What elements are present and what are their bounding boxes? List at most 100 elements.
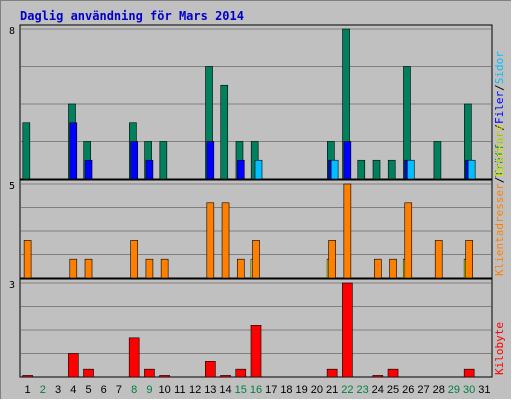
day-label-11: 11	[174, 384, 185, 396]
panel-middle: 5 Klientadresser/Besökare	[9, 124, 506, 279]
bar-klientadresser-day-21	[328, 240, 336, 279]
bar-klientadresser-day-8	[130, 240, 138, 279]
legend-middle: Klientadresser/Besökare	[493, 124, 506, 276]
bar-kilobyte-day-13	[205, 361, 216, 378]
legend-entry: Besökare	[493, 124, 506, 177]
day-label-13: 13	[204, 384, 216, 396]
series-kilobyte	[22, 282, 475, 378]
bar-sidor-day-26	[406, 159, 415, 180]
bar-sidor-day-21	[330, 159, 339, 180]
day-label-9: 9	[146, 384, 152, 396]
day-label-25: 25	[387, 384, 399, 396]
y-max-label: 3	[9, 280, 15, 291]
bar-kilobyte-day-14	[220, 375, 231, 378]
bar-kilobyte-day-25	[387, 368, 399, 378]
day-label-21: 21	[326, 384, 338, 396]
day-label-29: 29	[448, 384, 460, 396]
legend-entry: /	[493, 124, 506, 131]
day-label-27: 27	[417, 384, 429, 396]
bar-klientadresser-day-30	[465, 240, 473, 279]
day-label-31: 31	[478, 384, 490, 396]
bar-filer-day-4	[69, 122, 78, 180]
bar-klientadresser-day-24	[374, 258, 382, 279]
bar-klientadresser-day-22	[343, 183, 352, 279]
bar-klientadresser-day-9	[145, 258, 154, 279]
bar-klientadresser-day-26	[404, 202, 413, 279]
bar-sidor-day-16	[254, 159, 263, 180]
bar-sidor-day-30	[467, 159, 476, 180]
legend-entry: /	[493, 84, 506, 91]
bar-traffar-day-25	[387, 159, 396, 180]
day-label-16: 16	[250, 384, 262, 396]
legend-entry: Filer	[493, 91, 506, 124]
day-label-5: 5	[85, 384, 91, 396]
day-label-26: 26	[402, 384, 414, 396]
bar-kilobyte-day-9	[144, 368, 155, 378]
panel-bottom: 3 Kilobyte	[9, 278, 506, 378]
y-max-label: 5	[9, 181, 15, 192]
bar-kilobyte-day-10	[159, 375, 170, 378]
day-label-23: 23	[356, 384, 368, 396]
bar-traffar-day-23	[357, 159, 366, 180]
day-label-8: 8	[131, 384, 137, 396]
legend-bottom: Kilobyte	[493, 322, 506, 375]
bar-filer-day-9	[145, 159, 154, 180]
series-sidor	[254, 159, 476, 180]
legend-entry: /	[493, 177, 506, 184]
bar-filer-day-22	[343, 141, 352, 180]
day-label-3: 3	[55, 384, 61, 396]
bar-kilobyte-day-22	[342, 282, 353, 378]
day-label-22: 22	[341, 384, 353, 396]
bar-traffar-day-28	[433, 141, 442, 180]
bar-filer-day-5	[84, 159, 93, 180]
bar-klientadresser-day-15	[236, 258, 245, 279]
bar-filer-day-15	[236, 159, 245, 180]
day-label-6: 6	[101, 384, 107, 396]
panel-top: 8 Träffar/Filer/Sidor	[9, 24, 506, 180]
day-label-18: 18	[280, 384, 292, 396]
bar-klientadresser-day-14	[221, 202, 230, 279]
legend-entry: Klientadresser	[493, 183, 506, 276]
day-label-30: 30	[463, 384, 475, 396]
day-label-10: 10	[159, 384, 171, 396]
bar-traffar-day-14	[220, 84, 229, 180]
bar-kilobyte-day-5	[83, 368, 94, 378]
day-label-19: 19	[296, 384, 308, 396]
bar-klientadresser-day-4	[69, 258, 78, 279]
bar-kilobyte-day-21	[326, 368, 338, 378]
bar-klientadresser-day-13	[206, 202, 215, 279]
bar-kilobyte-day-16	[250, 324, 262, 378]
day-label-24: 24	[372, 384, 384, 396]
legend-top: Träffar/Filer/Sidor	[493, 51, 506, 177]
day-label-28: 28	[433, 384, 445, 396]
bar-klientadresser-day-5	[84, 258, 93, 279]
chart-title: Daglig användning för Mars 2014	[20, 9, 244, 23]
day-label-2: 2	[40, 384, 46, 396]
bar-kilobyte-day-30	[463, 368, 475, 378]
bar-klientadresser-day-25	[389, 258, 397, 279]
bar-kilobyte-day-15	[235, 368, 247, 378]
bar-klientadresser-day-28	[434, 240, 443, 279]
bar-klientadresser-day-1	[23, 240, 32, 279]
bar-kilobyte-day-1	[22, 375, 33, 378]
day-label-14: 14	[219, 384, 231, 396]
bar-traffar-day-10	[159, 141, 168, 180]
bar-traffar-day-24	[372, 159, 381, 180]
legend-entry: Kilobyte	[493, 322, 506, 375]
series-klientadresser	[23, 183, 473, 279]
day-label-12: 12	[189, 384, 201, 396]
day-label-4: 4	[70, 384, 76, 396]
day-label-1: 1	[25, 384, 31, 396]
day-label-15: 15	[235, 384, 247, 396]
day-label-17: 17	[265, 384, 277, 396]
bar-kilobyte-day-4	[67, 353, 79, 378]
bar-klientadresser-day-16	[252, 240, 260, 279]
bar-traffar-day-1	[22, 122, 31, 180]
y-max-label: 8	[9, 26, 15, 37]
day-label-20: 20	[311, 384, 323, 396]
legend-entry: Sidor	[493, 51, 506, 84]
bar-filer-day-8	[130, 141, 138, 180]
bar-kilobyte-day-24	[372, 375, 384, 378]
bar-klientadresser-day-10	[160, 258, 169, 279]
